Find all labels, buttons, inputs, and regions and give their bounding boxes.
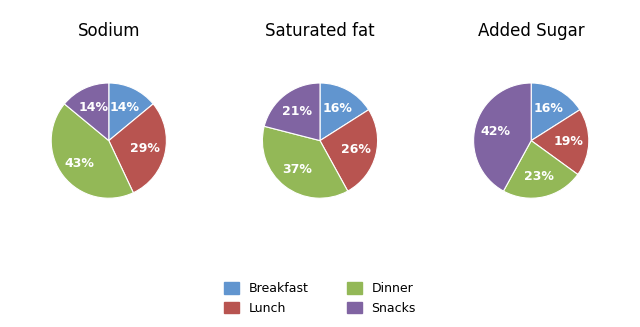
Legend: Breakfast, Lunch, Dinner, Snacks: Breakfast, Lunch, Dinner, Snacks [218, 276, 422, 321]
Wedge shape [109, 83, 153, 141]
Wedge shape [264, 83, 320, 141]
Text: 42%: 42% [481, 125, 511, 138]
Wedge shape [531, 83, 580, 141]
Text: 37%: 37% [282, 163, 312, 176]
Wedge shape [320, 83, 369, 141]
Wedge shape [320, 110, 378, 191]
Title: Added Sugar: Added Sugar [478, 22, 584, 40]
Wedge shape [109, 104, 166, 193]
Title: Saturated fat: Saturated fat [265, 22, 375, 40]
Text: 14%: 14% [78, 101, 108, 114]
Text: 21%: 21% [282, 105, 312, 118]
Wedge shape [262, 126, 348, 198]
Wedge shape [65, 83, 109, 141]
Wedge shape [531, 110, 589, 175]
Text: 26%: 26% [340, 143, 371, 156]
Wedge shape [51, 104, 133, 198]
Text: 16%: 16% [534, 102, 564, 115]
Text: 29%: 29% [130, 142, 160, 155]
Title: Sodium: Sodium [77, 22, 140, 40]
Text: 23%: 23% [524, 170, 554, 183]
Text: 14%: 14% [109, 101, 140, 114]
Wedge shape [504, 141, 578, 198]
Wedge shape [474, 83, 531, 191]
Text: 43%: 43% [65, 157, 95, 170]
Text: 19%: 19% [553, 135, 583, 148]
Text: 16%: 16% [323, 102, 353, 115]
